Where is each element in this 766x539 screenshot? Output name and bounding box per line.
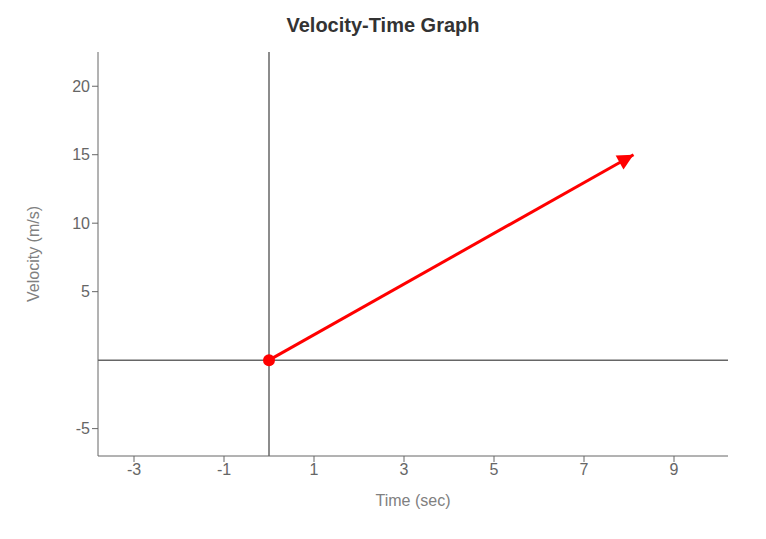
svg-text:Time (sec): Time (sec): [376, 492, 451, 509]
svg-text:7: 7: [580, 461, 589, 478]
svg-text:10: 10: [72, 215, 90, 232]
svg-text:5: 5: [81, 283, 90, 300]
svg-text:-3: -3: [127, 461, 141, 478]
svg-text:-5: -5: [76, 420, 90, 437]
svg-text:15: 15: [72, 146, 90, 163]
svg-text:1: 1: [310, 461, 319, 478]
svg-text:3: 3: [400, 461, 409, 478]
svg-text:9: 9: [670, 461, 679, 478]
svg-text:20: 20: [72, 78, 90, 95]
html-text:Velocity-Time Graph: Velocity-Time Graph: [286, 14, 480, 36]
svg-text:Velocity (m/s): Velocity (m/s): [25, 206, 42, 302]
svg-text:-1: -1: [217, 461, 231, 478]
svg-text:5: 5: [490, 461, 499, 478]
